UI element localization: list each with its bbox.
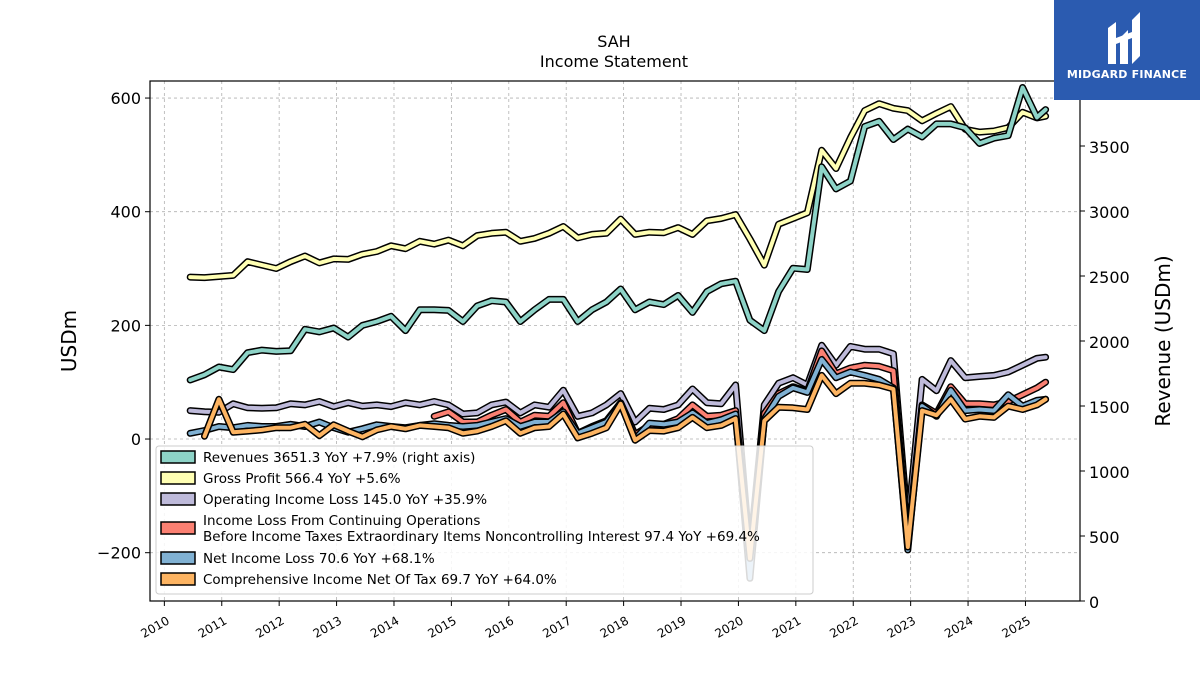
- right-tick-label: 3000: [1089, 203, 1130, 222]
- x-axis-ticks: 2010 2011 2012 2013 2014 2015 2016 2017 2018 2019…: [138, 601, 1033, 641]
- x-tick-label: 2011: [196, 613, 229, 640]
- brand-name: MIDGARD FINANCE: [1066, 68, 1188, 81]
- legend-swatch-gross_profit: [160, 471, 196, 485]
- right-tick-label: 2500: [1089, 268, 1130, 287]
- left-tick-label: 400: [110, 203, 141, 222]
- right-tick-label: 0: [1089, 593, 1099, 612]
- chart-title: SAH: [597, 32, 630, 51]
- x-tick-label: 2019: [655, 613, 688, 640]
- right-tick-label: 1000: [1089, 463, 1130, 482]
- legend-swatch-operating_income: [160, 492, 196, 506]
- left-axis-ticks: −200 0 200 400 600: [97, 89, 150, 563]
- x-tick-label: 2021: [770, 613, 803, 640]
- chart-subtitle: Income Statement: [540, 52, 688, 71]
- x-tick-label: 2010: [138, 613, 171, 640]
- legend-label-income_continuing: Income Loss From Continuing Operations: [203, 513, 480, 529]
- legend-swatch-comprehensive_income: [160, 572, 196, 586]
- left-tick-label: 600: [110, 89, 141, 108]
- left-tick-label: 200: [110, 316, 141, 335]
- x-tick-label: 2017: [540, 613, 573, 640]
- series-line-revenues: [188, 85, 1048, 382]
- x-tick-label: 2014: [368, 613, 401, 640]
- legend-label-revenues: Revenues 3651.3 YoY +7.9% (right axis): [203, 450, 475, 466]
- series-outline-revenues: [186, 84, 1050, 384]
- legend-label-net_income: Net Income Loss 70.6 YoY +68.1%: [203, 551, 435, 567]
- y-axis-label-left: USDm: [57, 310, 81, 372]
- legend: Revenues 3651.3 YoY +7.9% (right axis) Gr…: [155, 445, 814, 595]
- x-tick-label: 2013: [311, 613, 344, 640]
- legend-label-comprehensive_income: Comprehensive Income Net Of Tax 69.7 YoY…: [203, 572, 557, 588]
- legend-label-gross_profit: Gross Profit 566.4 YoY +5.6%: [203, 471, 401, 487]
- x-tick-label: 2015: [425, 613, 458, 640]
- x-tick-label: 2016: [483, 613, 516, 640]
- right-tick-label: 2000: [1089, 333, 1130, 352]
- right-axis-ticks: 0 500 1000 1500 2000 2500 3000 3500: [1080, 138, 1130, 612]
- left-tick-label: −200: [97, 544, 141, 563]
- y-axis-label-right: Revenue (USDm): [1151, 255, 1175, 426]
- legend-label-income_continuing-line2: Before Income Taxes Extraordinary Items …: [203, 529, 760, 545]
- series-line-comprehensive_income: [202, 373, 1048, 561]
- series-line-gross_profit: [188, 101, 1048, 280]
- legend-box: [155, 445, 814, 595]
- x-tick-label: 2012: [253, 613, 286, 640]
- x-tick-label: 2024: [942, 613, 975, 640]
- right-tick-label: 1500: [1089, 398, 1130, 417]
- x-tick-label: 2022: [827, 613, 860, 640]
- x-tick-label: 2025: [1000, 613, 1033, 640]
- right-tick-label: 3500: [1089, 138, 1130, 157]
- logo-mark-icon: [1108, 12, 1140, 64]
- brand-logo: MIDGARD FINANCE: [1054, 0, 1200, 100]
- x-tick-label: 2018: [598, 613, 631, 640]
- series-outline-gross_profit: [186, 100, 1050, 282]
- x-tick-label: 2023: [885, 613, 918, 640]
- legend-swatch-income_continuing: [160, 521, 196, 535]
- legend-label-operating_income: Operating Income Loss 145.0 YoY +35.9%: [203, 492, 487, 508]
- right-tick-label: 500: [1089, 528, 1120, 547]
- series-lines: [186, 84, 1050, 582]
- legend-swatch-revenues: [160, 450, 196, 464]
- legend-swatch-net_income: [160, 551, 196, 565]
- x-tick-label: 2020: [712, 613, 745, 640]
- left-tick-label: 0: [131, 430, 141, 449]
